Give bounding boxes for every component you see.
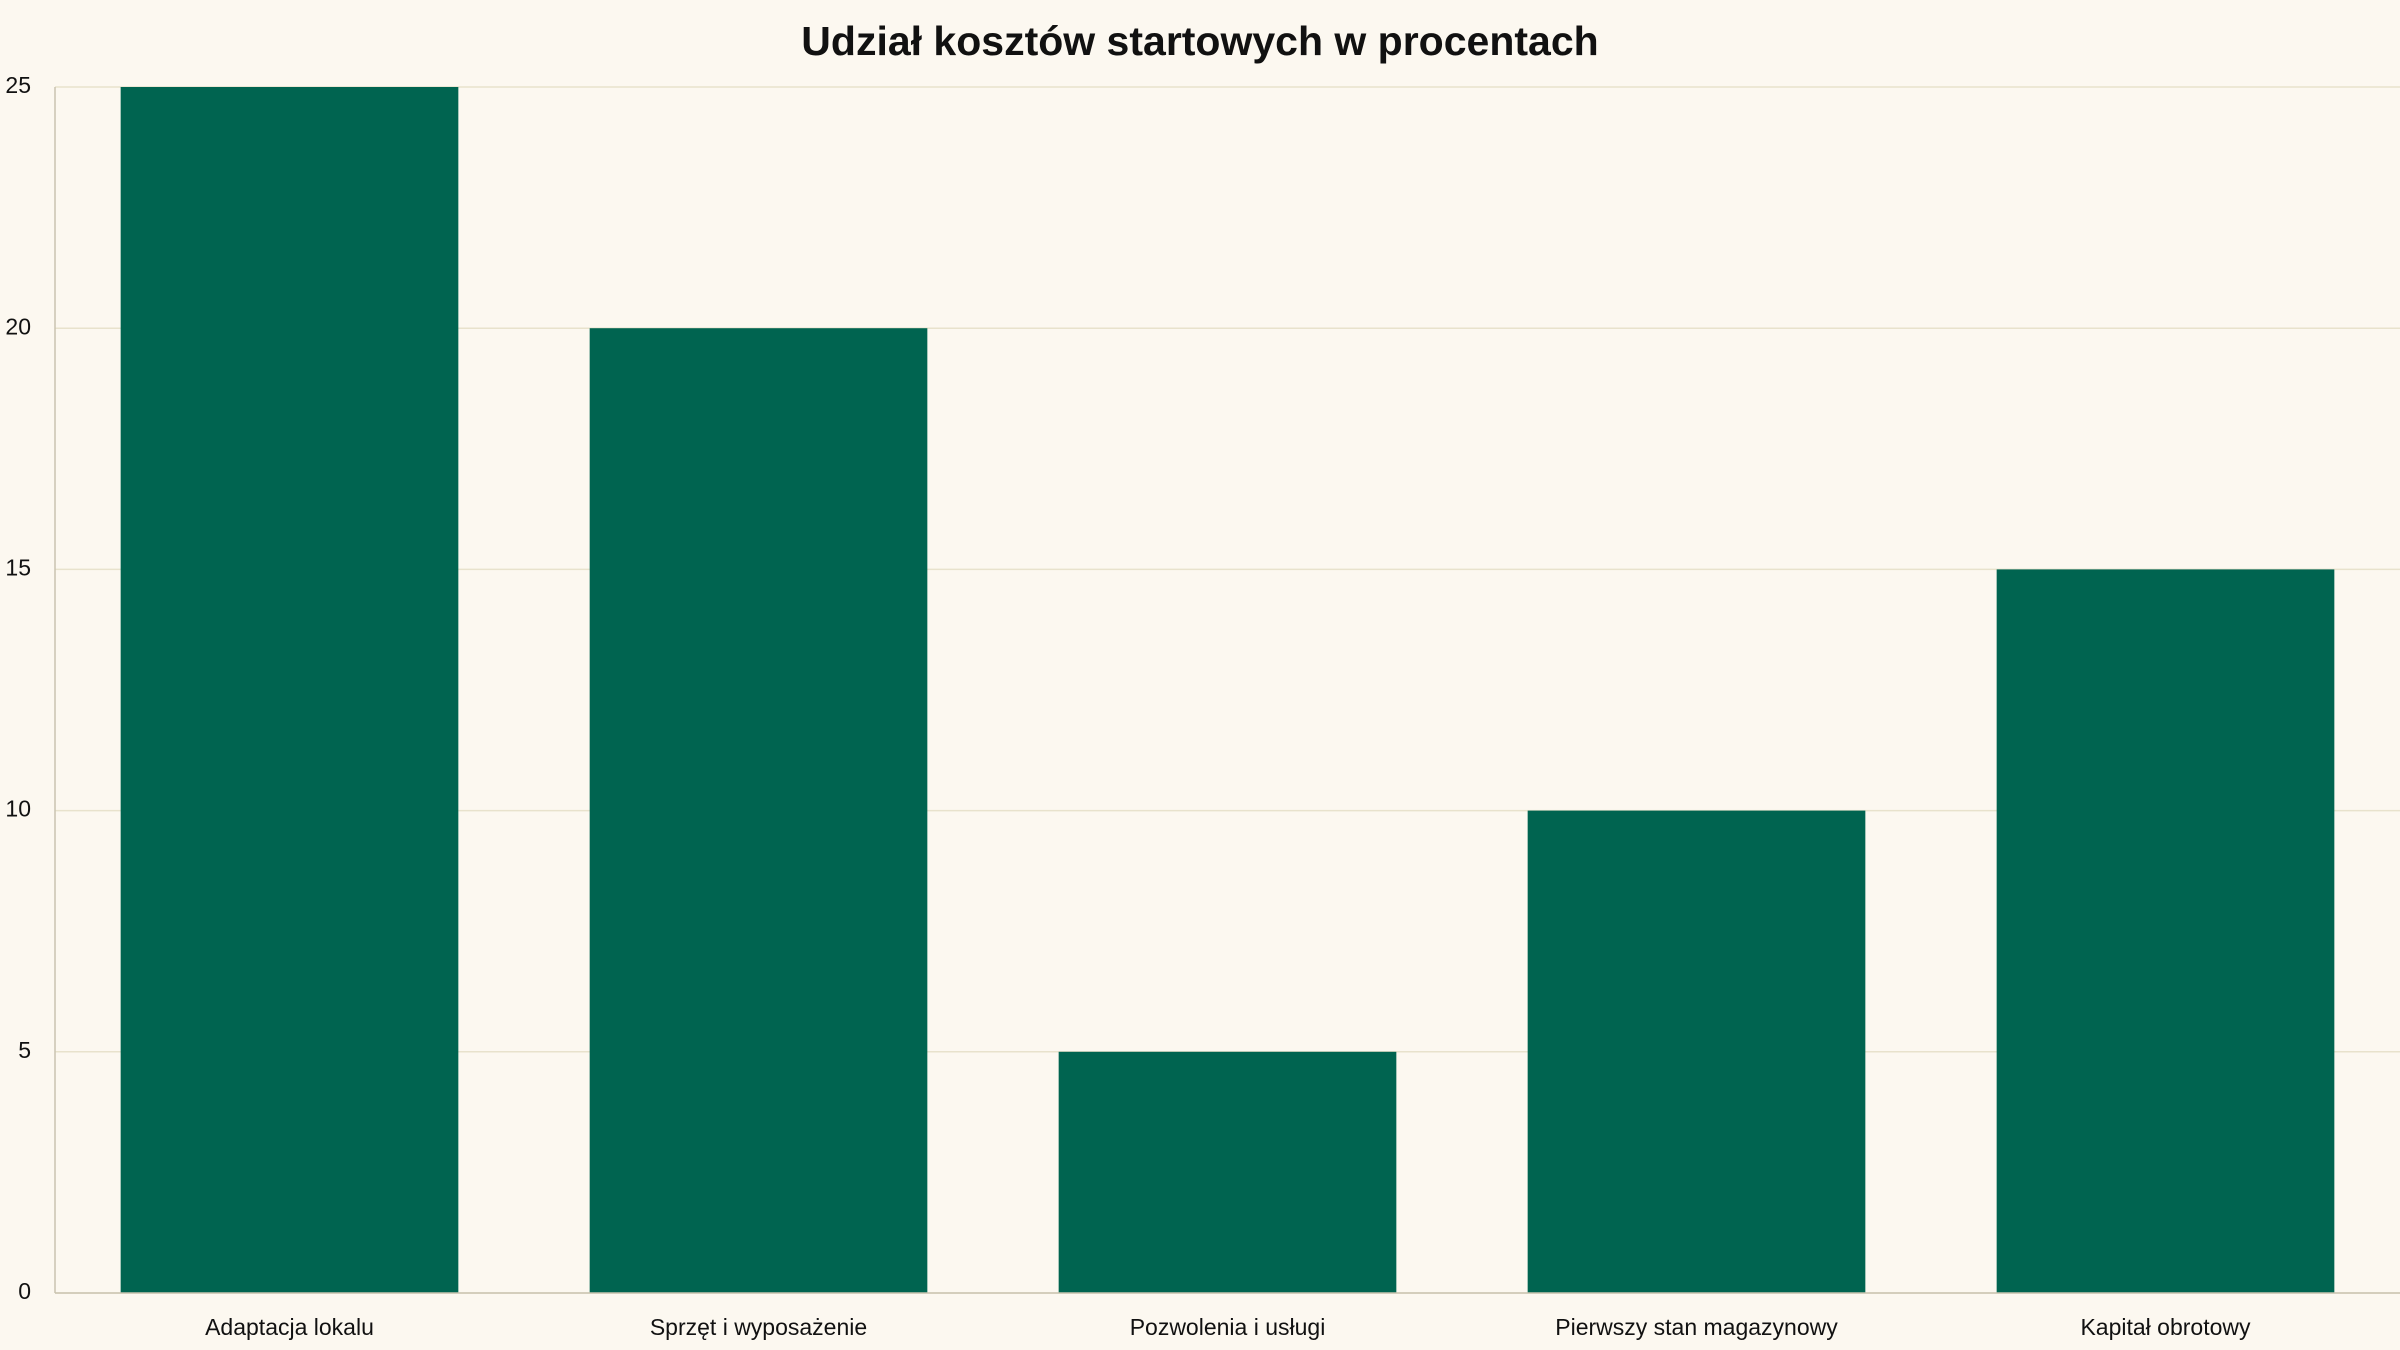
x-tick-label: Sprzęt i wyposażenie [650,1314,867,1340]
y-tick-label: 0 [18,1278,31,1304]
x-tick-label: Pozwolenia i usługi [1130,1314,1326,1340]
bar [120,87,459,1293]
x-tick-label: Pierwszy stan magazynowy [1555,1314,1838,1340]
bar [589,328,928,1293]
bar [1527,810,1866,1293]
y-tick-label: 10 [5,796,31,822]
x-tick-label: Adaptacja lokalu [205,1314,374,1340]
bar [1996,569,2335,1293]
y-tick-label: 20 [5,313,31,339]
y-tick-label: 5 [18,1037,31,1063]
y-tick-label: 15 [5,554,31,580]
bar [1058,1051,1397,1293]
y-tick-label: 25 [5,72,31,98]
x-tick-label: Kapitał obrotowy [2080,1314,2251,1340]
chart-title: Udział kosztów startowych w procentach [801,18,1598,64]
